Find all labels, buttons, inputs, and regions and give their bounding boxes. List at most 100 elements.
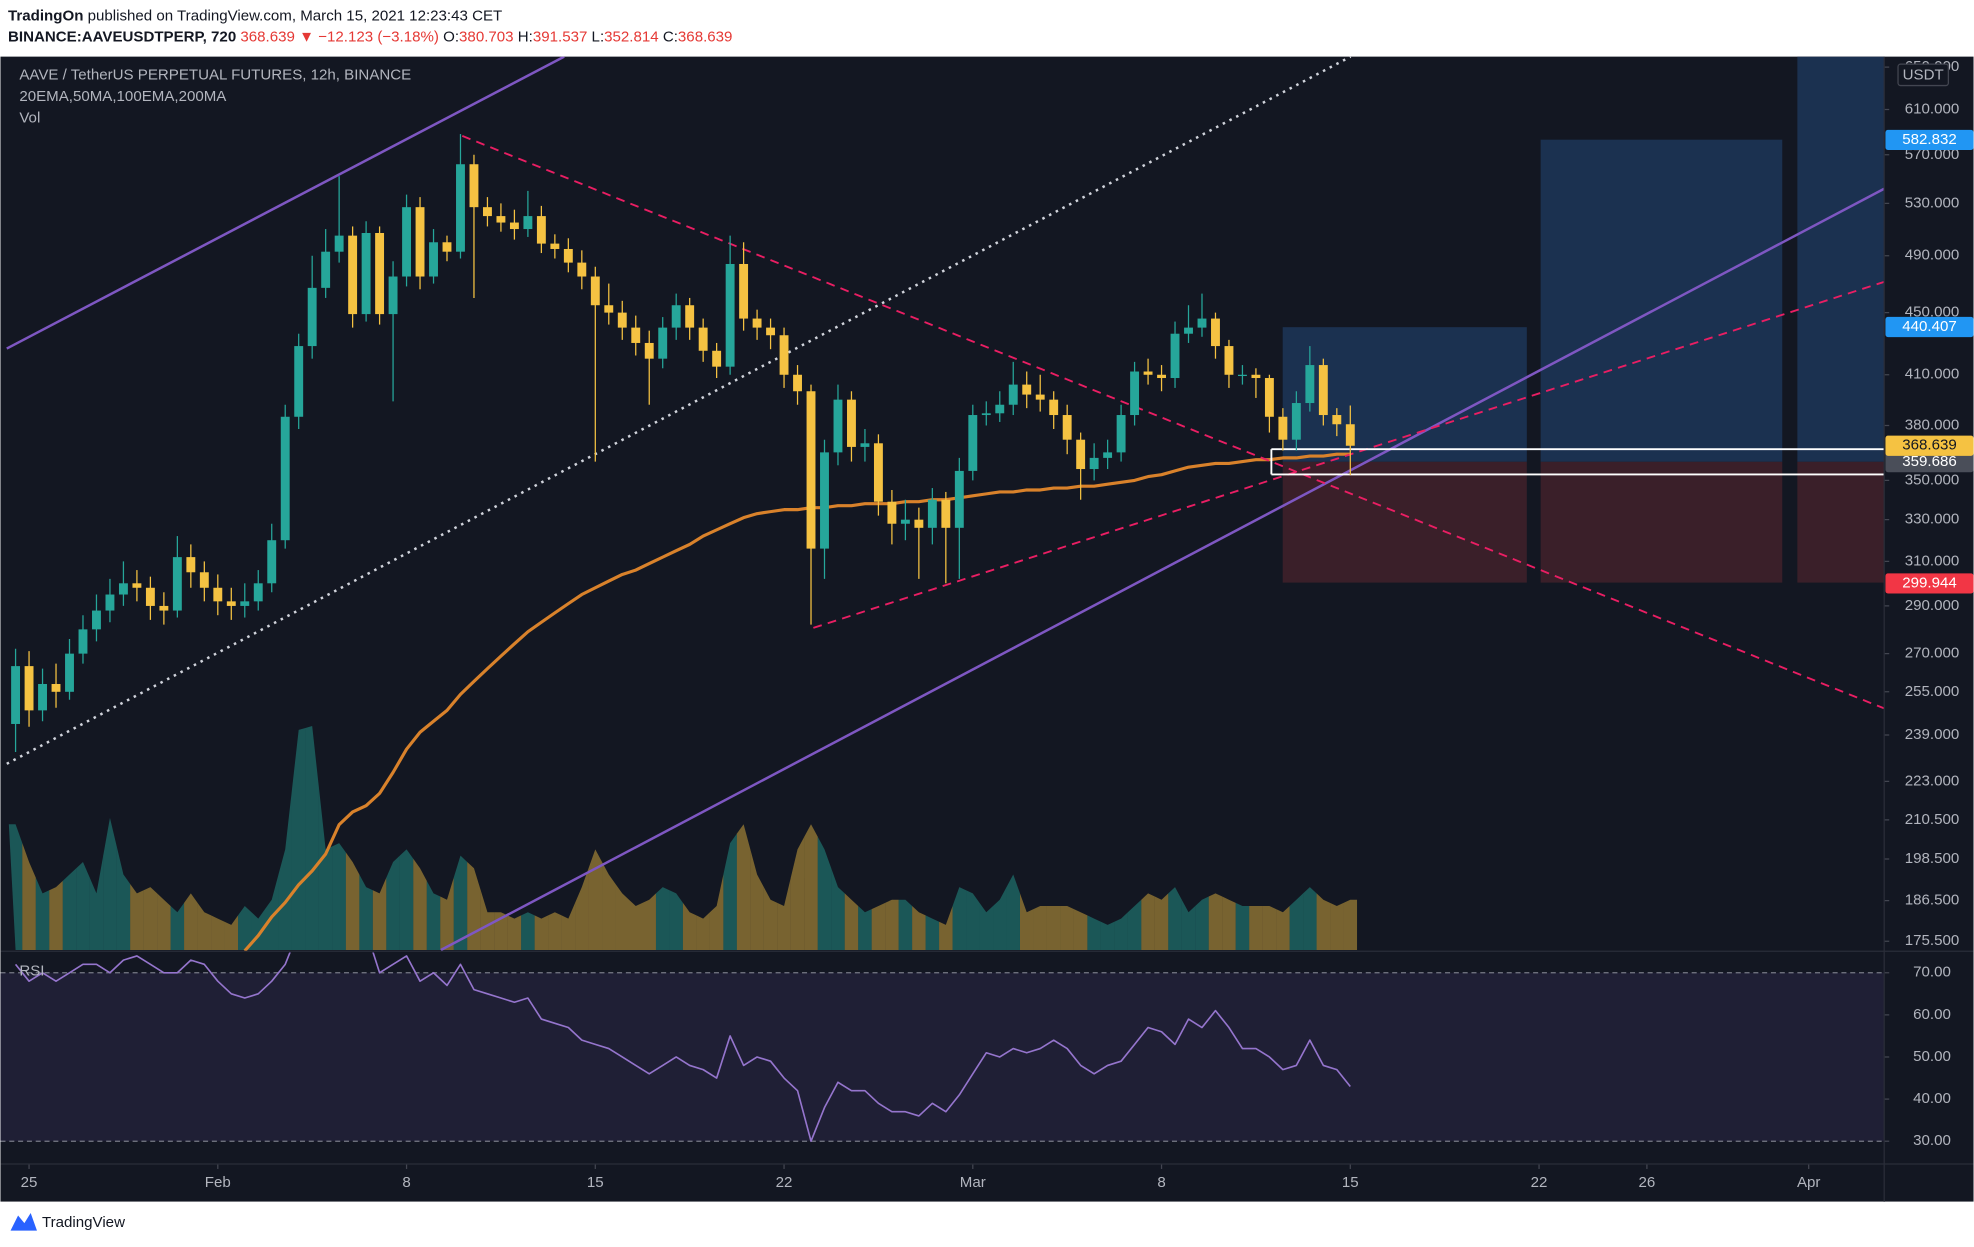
volume-area — [494, 912, 508, 951]
candle-body — [577, 262, 587, 277]
candle-body — [1211, 318, 1220, 347]
volume-area — [602, 861, 616, 951]
y-tick-label: 410.000 — [1905, 366, 1960, 383]
volume-area — [1316, 893, 1331, 951]
candle-body — [213, 587, 223, 602]
volume-area — [1019, 893, 1034, 951]
candle-body — [456, 164, 465, 252]
volume-area — [1127, 899, 1142, 951]
volume-area — [143, 887, 158, 951]
candle-body — [118, 583, 128, 595]
candle-body — [671, 305, 681, 328]
l-label: L: — [587, 29, 604, 46]
candle-body — [402, 207, 412, 277]
target-box — [1540, 139, 1783, 462]
trend-line — [813, 280, 1885, 629]
volume-area — [1168, 887, 1182, 951]
price-tag: 299.944 — [1902, 574, 1957, 591]
candle-body — [766, 327, 776, 336]
candle-body — [658, 327, 668, 359]
volume-area — [1046, 905, 1061, 951]
candle-body — [1264, 378, 1274, 417]
y-tick-label: 223.000 — [1905, 772, 1960, 789]
candle-body — [550, 243, 560, 249]
volume-area — [790, 836, 805, 951]
volume-area — [1141, 893, 1155, 951]
candle-body — [186, 557, 196, 573]
last-price-tag-bg — [1885, 435, 1974, 456]
y-tick-label: 239.000 — [1905, 726, 1960, 743]
candle-body — [900, 519, 910, 524]
moving-average — [243, 452, 1351, 952]
volume-area — [1343, 899, 1358, 951]
target-box — [1797, 56, 1885, 462]
volume-area — [507, 915, 522, 951]
y-tick-label: 290.000 — [1905, 597, 1960, 614]
candle-body — [820, 452, 829, 549]
candle-body — [981, 413, 991, 416]
volume — [8, 726, 1358, 951]
candle-body — [712, 350, 722, 367]
rsi-tick-label: 40.00 — [1913, 1090, 1951, 1107]
volume-area — [642, 893, 656, 951]
volume-area — [521, 912, 535, 951]
volume-area — [372, 877, 387, 951]
header-line: TradingOn published on TradingView.com, … — [8, 7, 502, 24]
candle-body — [968, 415, 978, 471]
trend-line — [440, 187, 1885, 952]
x-tick-label: 15 — [587, 1174, 604, 1191]
currency-box — [1897, 63, 1949, 87]
brand: TradingView — [10, 1213, 125, 1231]
y-tick-label: 198.500 — [1905, 850, 1960, 867]
candle-body — [1224, 346, 1234, 375]
volume-area — [453, 855, 468, 951]
volume-area — [925, 915, 940, 951]
drawings-back — [1282, 56, 1885, 583]
candle-body — [199, 572, 209, 588]
candle-body — [617, 312, 627, 328]
volume-area — [629, 899, 643, 951]
x-tick-label: 8 — [1157, 1174, 1165, 1191]
volume-area — [912, 905, 926, 951]
rsi-tick-label: 50.00 — [1913, 1048, 1951, 1065]
volume-area — [399, 849, 414, 951]
candle-body — [294, 346, 304, 417]
price-tag: 359.686 — [1902, 453, 1957, 470]
volume-area — [736, 824, 751, 951]
volume-area — [1154, 893, 1169, 951]
volume-area — [278, 789, 292, 951]
volume-area — [264, 874, 279, 951]
price-tag: 440.407 — [1902, 318, 1957, 335]
candle-body — [752, 318, 762, 328]
change: −12.123 (−3.18%) — [318, 29, 443, 46]
candle-body — [1008, 384, 1018, 405]
candle-body — [172, 557, 182, 611]
volume-area — [898, 899, 913, 951]
x-tick-label: 25 — [21, 1174, 38, 1191]
volume-area — [750, 849, 764, 951]
candle-body — [698, 327, 708, 351]
candle-body — [509, 222, 519, 230]
candle-body — [1278, 416, 1288, 440]
candle-body — [631, 327, 641, 343]
volume-area — [1262, 905, 1277, 951]
volume-area — [777, 877, 791, 951]
candle-body — [1049, 399, 1059, 416]
header-bg — [0, 0, 1974, 57]
candle-body — [482, 207, 492, 217]
volume-area — [1303, 887, 1317, 951]
candle-body — [388, 276, 398, 315]
candle-body — [1143, 371, 1153, 375]
volume-area — [1100, 921, 1115, 951]
candle-body — [1116, 415, 1126, 453]
price-tag-bg — [1885, 129, 1974, 151]
candle-body — [644, 342, 654, 359]
y-tick-label: 175.500 — [1905, 932, 1960, 949]
candle-body — [1035, 394, 1045, 400]
candle-body — [496, 216, 506, 223]
volume-area — [561, 902, 576, 951]
candle-body — [563, 248, 573, 263]
rsi-pane — [0, 952, 1885, 1143]
x-tick-label: 26 — [1639, 1174, 1656, 1191]
volume-area — [885, 899, 899, 951]
